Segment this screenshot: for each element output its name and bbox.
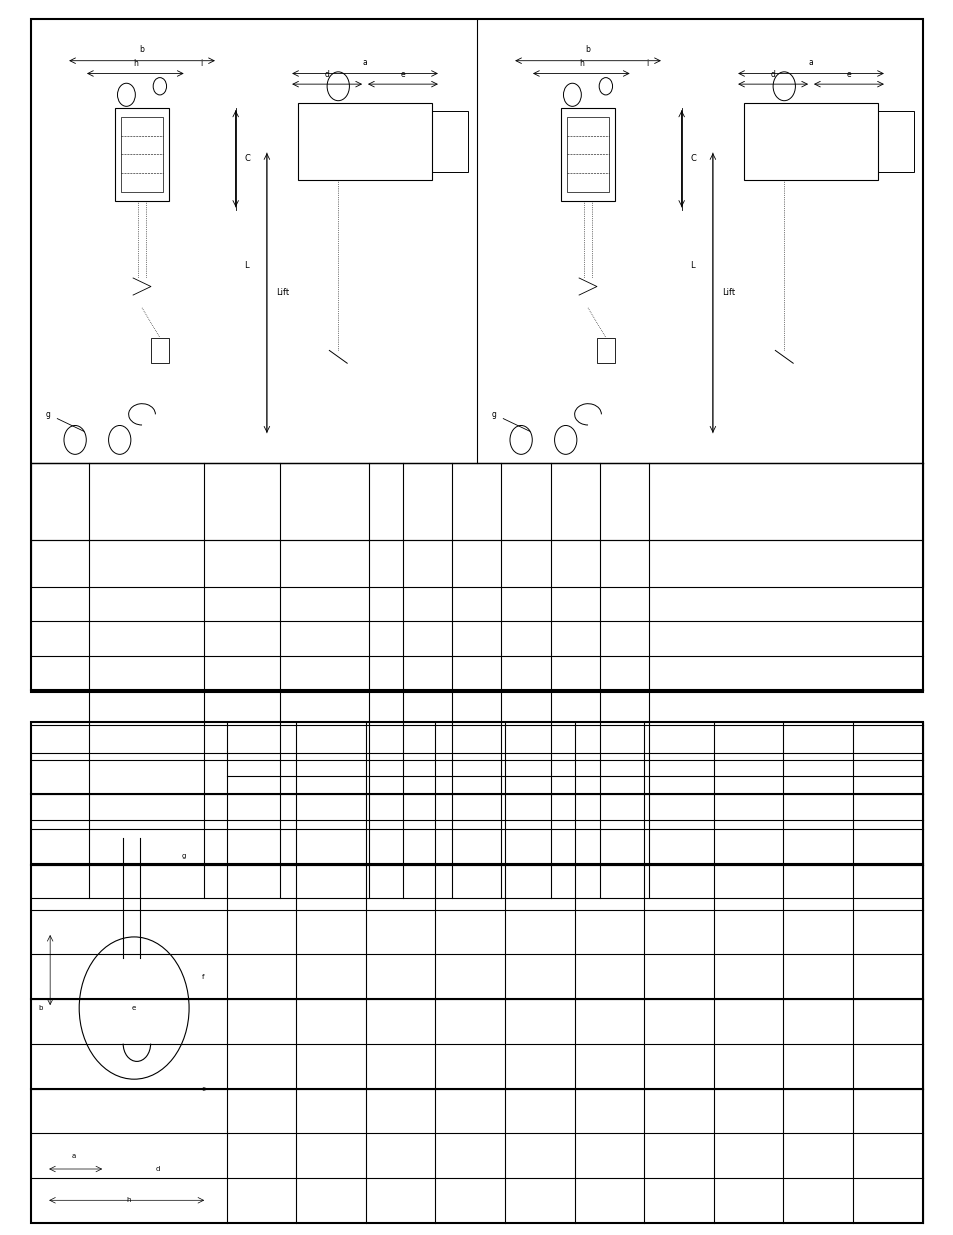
Bar [151, 337, 169, 363]
Text: i: i [200, 59, 202, 68]
Text: b: b [38, 1005, 43, 1011]
Bar [115, 107, 169, 201]
Text: d: d [324, 70, 329, 79]
Bar [30, 463, 922, 540]
Text: h: h [132, 59, 137, 68]
Text: i: i [645, 59, 648, 68]
Bar [566, 117, 609, 191]
Bar [120, 117, 163, 191]
Text: a: a [362, 58, 367, 67]
Bar [877, 111, 913, 173]
Text: g: g [181, 853, 186, 860]
Text: c: c [201, 1086, 205, 1092]
Bar [597, 337, 614, 363]
Text: f: f [202, 973, 204, 979]
Bar [432, 111, 467, 173]
Bar [297, 104, 432, 180]
Text: e: e [132, 1005, 136, 1011]
Text: C: C [244, 154, 251, 163]
Text: g: g [492, 410, 497, 419]
Text: h: h [126, 1197, 131, 1203]
Text: h: h [578, 59, 583, 68]
Text: Lift: Lift [721, 289, 734, 298]
Text: d: d [770, 70, 775, 79]
Text: d: d [155, 1166, 160, 1172]
Text: g: g [46, 410, 51, 419]
Text: L: L [690, 261, 695, 269]
Bar [30, 19, 922, 692]
Bar [30, 540, 922, 587]
Text: e: e [400, 70, 405, 79]
Text: b: b [139, 46, 144, 54]
Bar [30, 722, 922, 1223]
Text: L: L [244, 261, 249, 269]
Bar [560, 107, 614, 201]
Text: a: a [71, 1152, 75, 1158]
Text: Lift: Lift [275, 289, 289, 298]
Text: e: e [845, 70, 850, 79]
Text: C: C [690, 154, 696, 163]
Text: b: b [585, 46, 590, 54]
Bar [743, 104, 877, 180]
Text: a: a [808, 58, 813, 67]
